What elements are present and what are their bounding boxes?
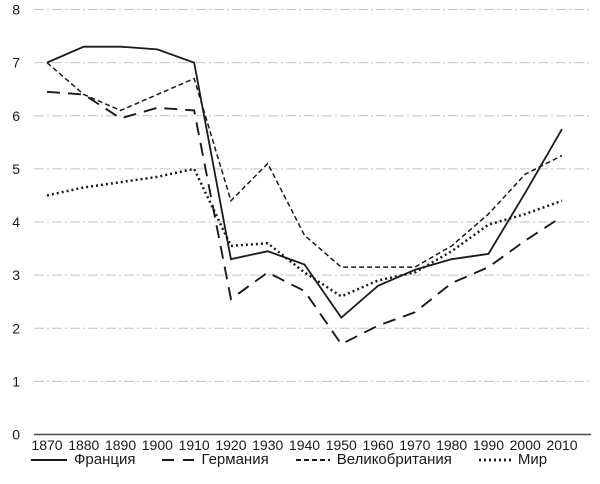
y-tick-label-8: 8 — [12, 2, 20, 18]
long-dash-line-icon — [162, 458, 195, 461]
dotted-line-icon — [478, 458, 511, 461]
x-tick-label-1980: 1980 — [436, 437, 467, 452]
y-tick-label-4: 4 — [12, 214, 20, 230]
x-tick-label-1900: 1900 — [142, 437, 173, 452]
y-tick-label-0: 0 — [12, 427, 20, 443]
x-tick-label-1970: 1970 — [399, 437, 430, 452]
y-tick-label-1: 1 — [12, 373, 20, 389]
x-tick-label-1930: 1930 — [252, 437, 283, 452]
legend-item-germany: Германия — [161, 451, 269, 468]
legend-label-uk: Великобритания — [336, 451, 452, 468]
x-tick-label-1910: 1910 — [179, 437, 210, 452]
x-tick-label-1880: 1880 — [68, 437, 99, 452]
series-line-0 — [46, 45, 563, 319]
chart-plot-area: 0 1 2 3 4 5 6 7 8 1870 1880 1890 1900 1910 1920 1930 194… — [12, 2, 591, 452]
chart-legend: Франция Германия Великобритания Мир — [30, 452, 590, 467]
legend-item-uk: Великобритания — [295, 452, 452, 467]
series-line-2 — [46, 62, 563, 268]
y-tick-label-6: 6 — [12, 108, 20, 124]
y-tick-label-5: 5 — [12, 161, 20, 177]
x-tick-label-1950: 1950 — [326, 437, 357, 452]
x-tick-label-1940: 1940 — [289, 437, 320, 452]
x-tick-label-1960: 1960 — [362, 437, 393, 452]
y-tick-label-3: 3 — [12, 267, 20, 283]
legend-label-world: Мир — [517, 451, 548, 468]
series-line-1 — [46, 90, 563, 346]
short-dash-line-icon — [295, 458, 330, 461]
legend-label-france: Франция — [74, 451, 136, 468]
legend-label-germany: Германия — [201, 451, 269, 468]
y-tick-label-2: 2 — [12, 320, 20, 336]
legend-item-world: Мир — [478, 452, 547, 467]
series-line-3 — [46, 167, 563, 298]
x-tick-label-2000: 2000 — [510, 437, 541, 452]
y-tick-label-7: 7 — [12, 55, 20, 71]
x-tick-label-1920: 1920 — [215, 437, 246, 452]
x-tick-label-1990: 1990 — [473, 437, 504, 452]
legend-item-france: Франция — [30, 452, 135, 467]
solid-line-icon — [31, 458, 67, 461]
x-tick-label-1890: 1890 — [105, 437, 136, 452]
x-tick-label-2010: 2010 — [546, 437, 577, 452]
x-tick-label-1870: 1870 — [31, 437, 62, 452]
